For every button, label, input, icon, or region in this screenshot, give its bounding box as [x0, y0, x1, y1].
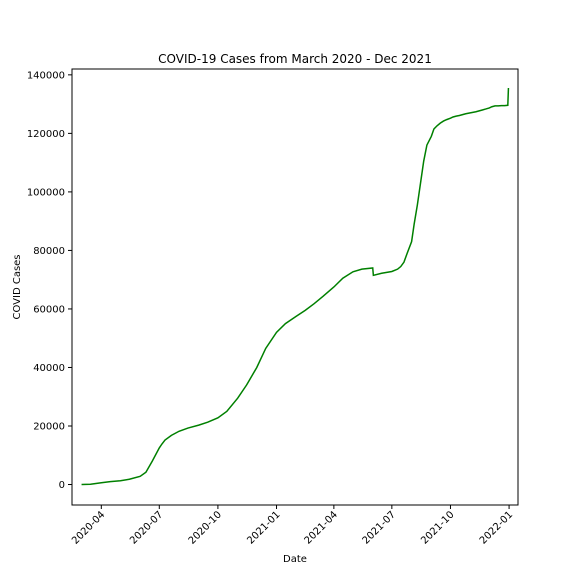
axis-ticks: 0 20000 40000 60000 80000 100000 120000 140000 2…: [27, 70, 515, 546]
y-tick-label: 120000: [27, 129, 65, 140]
plot-frame: [71, 68, 519, 506]
y-axis-label: COVID Cases: [12, 254, 23, 319]
x-tick-label: 2020-04: [70, 509, 107, 546]
x-tick-label: 2020-07: [128, 509, 165, 546]
y-tick-label: 60000: [33, 304, 65, 315]
y-tick-label: 100000: [27, 187, 65, 198]
x-tick-label: 2021-01: [245, 509, 282, 546]
y-tick-label: 20000: [33, 421, 65, 432]
y-tick-label: 40000: [33, 363, 65, 374]
x-tick-label: 2021-04: [303, 509, 340, 546]
y-tick-label: 80000: [33, 246, 65, 257]
chart-title: COVID-19 Cases from March 2020 - Dec 202…: [158, 52, 432, 66]
x-tick-label: 2021-07: [361, 509, 398, 546]
x-tick-label: 2021-10: [419, 509, 456, 546]
y-tick-label: 140000: [27, 70, 65, 81]
y-tick-label: 0: [59, 480, 65, 491]
x-tick-label: 2022-01: [478, 509, 515, 546]
x-axis-label: Date: [283, 554, 307, 565]
x-tick-label: 2020-10: [187, 509, 224, 546]
series-line: [81, 87, 510, 486]
